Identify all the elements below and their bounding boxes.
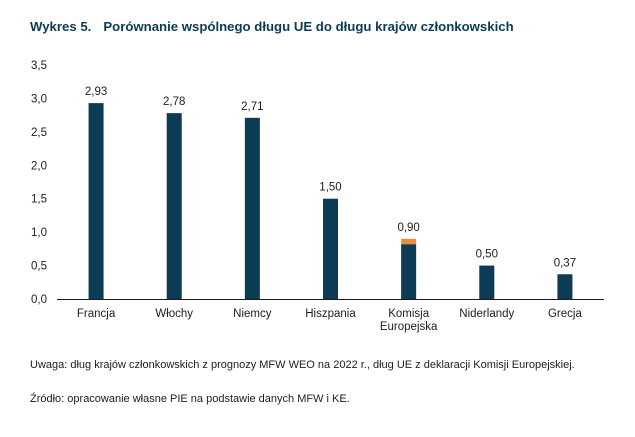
y-tick-label: 3,5 — [31, 60, 47, 72]
chart-title: Wykres 5. Porównanie wspólnego długu UE d… — [30, 19, 514, 34]
bar — [323, 198, 338, 299]
y-tick-label: 1,0 — [31, 227, 47, 239]
data-label: 2,71 — [241, 101, 263, 113]
data-label: 0,37 — [554, 257, 576, 269]
data-label: 1,50 — [319, 182, 341, 194]
y-tick-label: 3,0 — [31, 93, 47, 105]
x-tick-label: Niemcy — [233, 308, 272, 320]
y-tick-label: 2,0 — [31, 160, 47, 172]
data-label: 0,90 — [397, 222, 419, 234]
chart-number: Wykres 5. — [30, 19, 92, 34]
bar — [401, 244, 417, 299]
x-tick-label: Grecja — [548, 308, 582, 320]
bar — [244, 117, 260, 300]
data-label: 2,78 — [163, 96, 185, 108]
bar-segment-top — [401, 238, 417, 245]
chart-note: Uwaga: dług krajów członkowskich z progn… — [30, 359, 575, 371]
bar — [557, 274, 573, 299]
chart-title-text: Porównanie wspólnego długu UE do długu k… — [103, 19, 514, 34]
y-tick-label: 0,5 — [31, 261, 47, 273]
x-tick-label: Niderlandy — [459, 308, 514, 320]
bar-chart: 0,0 0,5 1,0 1,5 2,0 2,5 3,0 3,5 2,93 2,78 2,71 1,5… — [31, 60, 604, 333]
x-tick-label: Hiszpania — [305, 308, 356, 320]
bar — [479, 265, 495, 299]
x-tick-label: Włochy — [155, 308, 193, 320]
y-tick-label: 0,0 — [31, 294, 47, 306]
data-label: 2,93 — [85, 86, 107, 98]
bar — [88, 103, 104, 299]
y-tick-label: 2,5 — [31, 127, 47, 139]
bars: 2,93 2,78 2,71 1,50 0,90 0,50 0,37 — [85, 86, 576, 300]
x-axis: Francja Włochy Niemcy Hiszpania Komisja Europ… — [57, 299, 604, 333]
data-label: 0,50 — [476, 249, 498, 261]
y-tick-label: 1,5 — [31, 194, 47, 206]
y-axis: 0,0 0,5 1,0 1,5 2,0 2,5 3,0 3,5 — [31, 60, 47, 306]
bar — [166, 113, 182, 299]
x-tick-label: Francja — [77, 308, 116, 320]
x-tick-label: Komisja Europejska — [380, 308, 438, 333]
chart-source: Źródło: opracowanie własne PIE na podsta… — [30, 393, 350, 405]
